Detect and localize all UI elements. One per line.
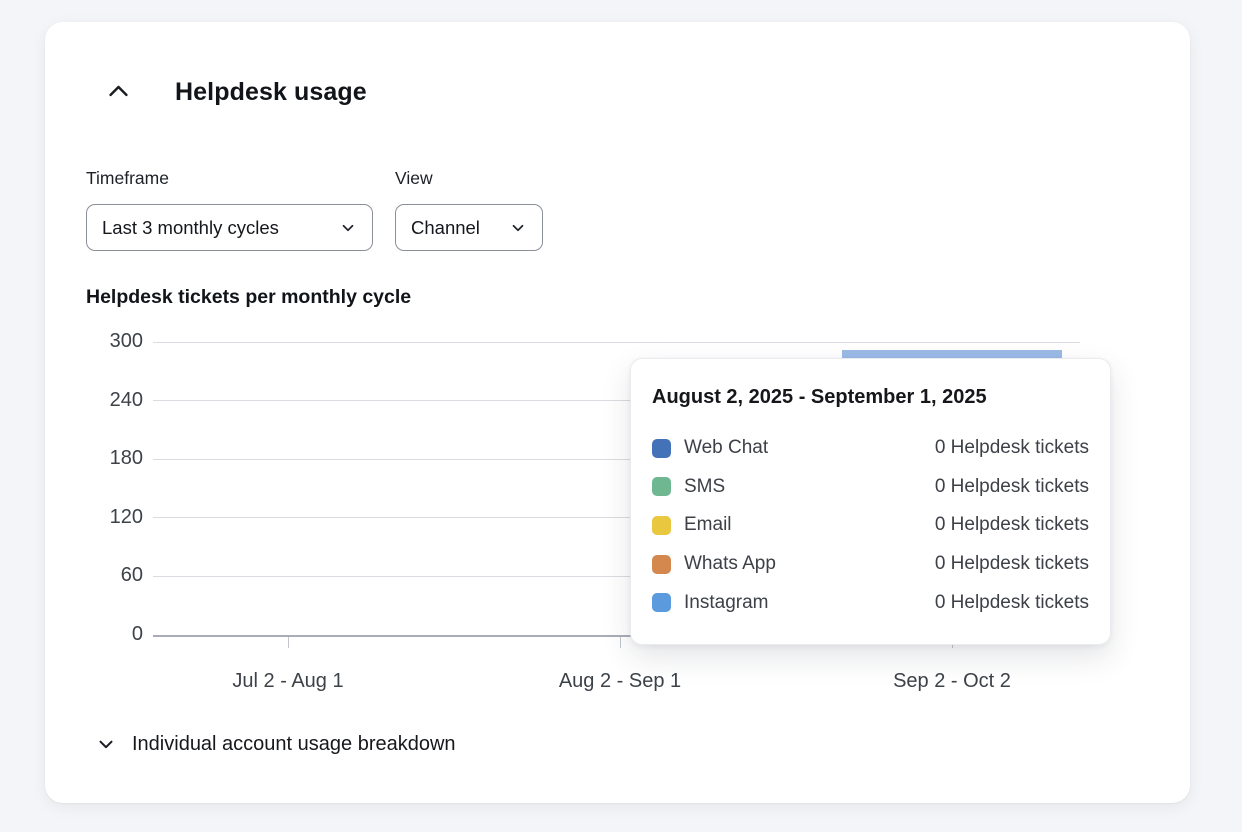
gridline-300 bbox=[153, 341, 1080, 343]
gridline-240 bbox=[153, 400, 1080, 402]
y-axis-label: 60 bbox=[120, 564, 143, 587]
individual-breakdown-toggle[interactable]: Individual account usage breakdown bbox=[95, 722, 456, 766]
gridline-60 bbox=[153, 575, 1080, 577]
chart-title: Helpdesk tickets per monthly cycle bbox=[86, 286, 412, 308]
chevron-down-icon bbox=[325, 219, 357, 237]
series-label: Whats App bbox=[684, 553, 776, 575]
series-label: SMS bbox=[684, 475, 726, 497]
y-axis-label: 300 bbox=[109, 330, 143, 352]
view-select[interactable]: Channel bbox=[395, 204, 543, 251]
series-value: 0 Helpdesk tickets bbox=[934, 475, 1089, 497]
timeframe-select-value: Last 3 monthly cycles bbox=[102, 216, 279, 238]
helpdesk-usage-card: Helpdesk usage Timeframe Last 3 monthly … bbox=[45, 22, 1190, 803]
individual-breakdown-title: Individual account usage breakdown bbox=[132, 732, 456, 755]
gridline-0 bbox=[153, 635, 1080, 637]
view-label: View bbox=[395, 168, 433, 188]
page-title: Helpdesk usage bbox=[175, 78, 367, 106]
series-value: 0 Helpdesk tickets bbox=[934, 553, 1089, 575]
chart-tooltip: August 2, 2025 - September 1, 2025 Web C… bbox=[630, 358, 1111, 645]
x-axis-label: Jul 2 - Aug 1 bbox=[232, 670, 344, 692]
tooltip-row: Whats App 0 Helpdesk tickets bbox=[652, 545, 1089, 584]
series-value: 0 Helpdesk tickets bbox=[934, 514, 1089, 536]
y-axis-label: 0 bbox=[131, 623, 143, 645]
series-label: Web Chat bbox=[684, 437, 769, 459]
series-value: 0 Helpdesk tickets bbox=[934, 591, 1089, 613]
x-axis-tick bbox=[288, 637, 289, 648]
series-color-swatch bbox=[652, 554, 671, 574]
x-axis-tick bbox=[620, 637, 621, 648]
tooltip-row: Email 0 Helpdesk tickets bbox=[652, 506, 1089, 545]
y-axis-label: 240 bbox=[109, 388, 143, 411]
series-label: Instagram bbox=[684, 591, 769, 613]
series-value: 0 Helpdesk tickets bbox=[934, 437, 1089, 459]
y-axis-label: 180 bbox=[109, 447, 143, 470]
chevron-up-icon bbox=[105, 78, 132, 105]
tooltip-title: August 2, 2025 - September 1, 2025 bbox=[652, 386, 987, 408]
series-color-swatch bbox=[652, 438, 671, 458]
y-axis-label: 120 bbox=[109, 505, 143, 528]
gridline-180 bbox=[153, 458, 1080, 460]
series-color-swatch bbox=[652, 477, 671, 497]
series-label: Email bbox=[684, 514, 732, 536]
collapse-section-button[interactable] bbox=[96, 69, 141, 114]
x-axis-label: Sep 2 - Oct 2 bbox=[893, 670, 1011, 692]
tooltip-row: Instagram 0 Helpdesk tickets bbox=[652, 583, 1089, 622]
view-select-value: Channel bbox=[411, 216, 480, 238]
series-color-swatch bbox=[652, 515, 671, 535]
tooltip-row: Web Chat 0 Helpdesk tickets bbox=[652, 429, 1089, 468]
timeframe-label: Timeframe bbox=[86, 168, 169, 188]
chevron-down-icon bbox=[95, 733, 117, 755]
tooltip-row: SMS 0 Helpdesk tickets bbox=[652, 468, 1089, 507]
timeframe-select[interactable]: Last 3 monthly cycles bbox=[86, 204, 373, 251]
x-axis-label: Aug 2 - Sep 1 bbox=[558, 670, 682, 692]
tooltip-rows: Web Chat 0 Helpdesk tickets SMS 0 Helpdesk … bbox=[652, 429, 1089, 622]
series-color-swatch bbox=[652, 593, 671, 613]
chevron-down-icon bbox=[495, 219, 527, 237]
gridline-120 bbox=[153, 517, 1080, 519]
